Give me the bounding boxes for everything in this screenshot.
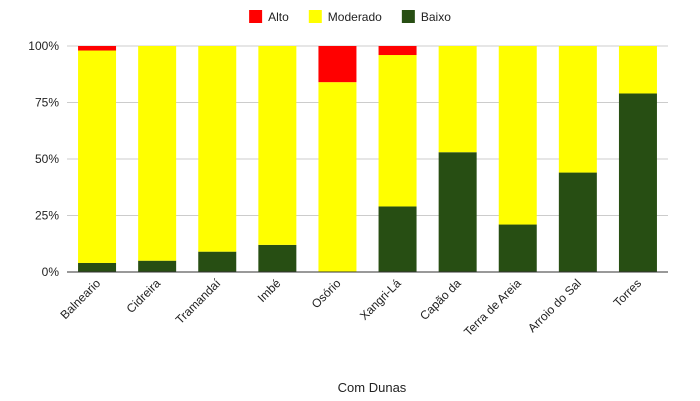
x-axis-ticks: Balneario Cidreira Tramandaí Imbé Osório Xang…	[57, 276, 644, 339]
bar-segment-moderado	[498, 46, 537, 225]
x-axis-title: Com Dunas	[338, 380, 407, 395]
x-tick-label: Balneario	[57, 276, 103, 322]
y-tick-label: 25%	[35, 209, 59, 223]
y-tick-label: 75%	[35, 96, 59, 110]
y-tick-label: 100%	[28, 39, 59, 53]
bar-segment-baixo	[558, 172, 597, 272]
x-tick-label: Xangri-Lá	[357, 276, 404, 323]
legend-label: Baixo	[421, 10, 451, 24]
bar-segment-alto	[78, 46, 117, 51]
legend-swatch	[401, 10, 415, 23]
bars	[78, 46, 657, 273]
legend-label: Alto	[268, 10, 289, 24]
legend-item-moderado[interactable]: Moderado	[308, 10, 382, 24]
bar-segment-moderado	[438, 46, 477, 153]
bar-segment-moderado	[78, 50, 117, 263]
bar-segment-moderado	[618, 46, 657, 94]
bar-segment-moderado	[198, 46, 237, 252]
bar-segment-baixo	[258, 244, 297, 272]
bar-segment-moderado	[258, 46, 297, 245]
x-tick-label: Cidreira	[124, 276, 164, 316]
bar-segment-baixo	[438, 152, 477, 272]
x-tick-label: Terra de Areia	[461, 276, 524, 339]
bar-segment-baixo	[78, 262, 117, 272]
y-tick-label: 0%	[42, 265, 60, 279]
legend-item-alto[interactable]: Alto	[249, 10, 289, 24]
bar-segment-baixo	[378, 206, 417, 272]
x-tick-label: Osório	[309, 276, 344, 311]
bar-segment-baixo	[138, 260, 177, 272]
legend-label: Moderado	[328, 10, 382, 24]
bar-segment-baixo	[498, 224, 537, 272]
x-tick-label: Imbé	[255, 276, 284, 305]
legend-swatch	[308, 10, 322, 23]
y-axis-ticks: 0% 25% 50% 75% 100%	[28, 39, 59, 279]
bar-segment-alto	[318, 46, 357, 83]
bar-segment-baixo	[198, 251, 237, 272]
x-tick-label: Capão da	[417, 276, 464, 323]
x-tick-label: Arroio do Sal	[525, 276, 584, 335]
bar-segment-moderado	[558, 46, 597, 173]
bar-segment-alto	[378, 46, 417, 56]
bar-segment-moderado	[138, 46, 177, 261]
x-tick-label: Torres	[611, 276, 644, 309]
legend-swatch	[249, 10, 263, 23]
bar-segment-moderado	[318, 82, 357, 272]
legend: Alto Moderado Baixo	[249, 10, 451, 24]
bar-segment-baixo	[618, 93, 657, 273]
y-tick-label: 50%	[35, 152, 59, 166]
bar-segment-moderado	[378, 55, 417, 207]
x-tick-label: Tramandaí	[173, 276, 224, 327]
legend-item-baixo[interactable]: Baixo	[401, 10, 451, 24]
